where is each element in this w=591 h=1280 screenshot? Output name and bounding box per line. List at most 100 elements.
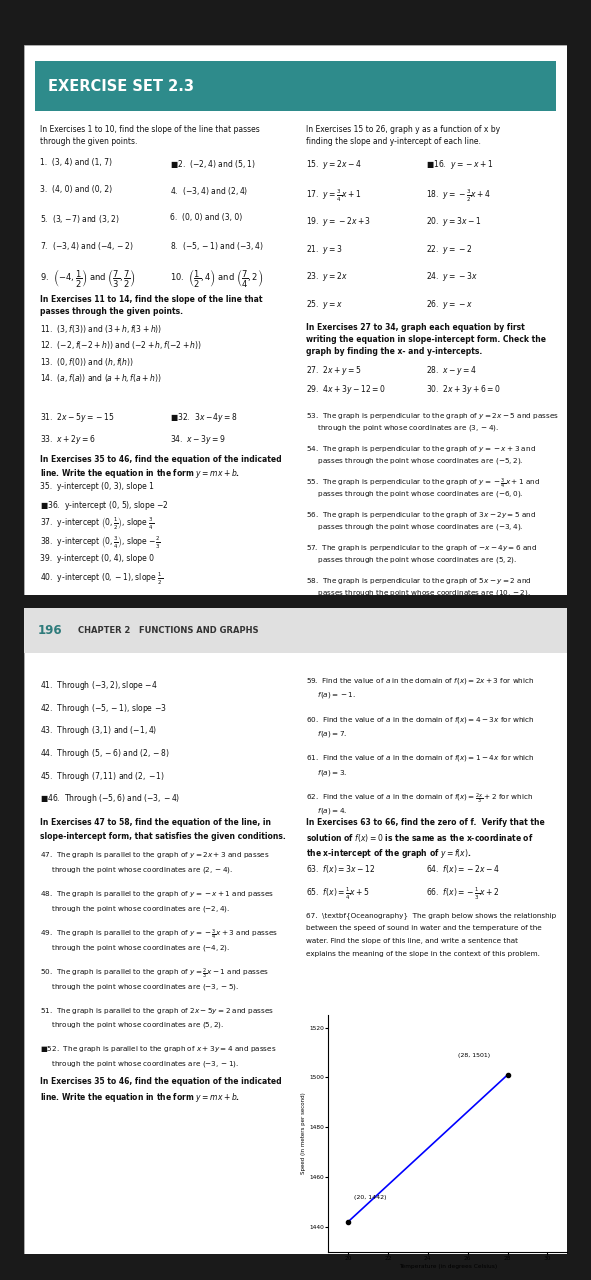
Text: solution of $f(x) = 0$ is the same as the x-coordinate of: solution of $f(x) = 0$ is the same as th… (306, 832, 534, 845)
Text: line. Write the equation in the form $y = mx + b$.: line. Write the equation in the form $y … (40, 1091, 240, 1103)
Text: In Exercises 63 to 66, find the zero of f.  Verify that the: In Exercises 63 to 66, find the zero of … (306, 818, 545, 827)
Text: 11.  $(3, f(3))$ and $(3 + h, f(3 + h))$: 11. $(3, f(3))$ and $(3 + h, f(3 + h))$ (40, 323, 163, 335)
Text: EXERCISE SET 2.3: EXERCISE SET 2.3 (48, 78, 194, 93)
Text: In Exercises 15 to 26, graph y as a function of x by: In Exercises 15 to 26, graph y as a func… (306, 124, 501, 133)
Text: 6.  (0, 0) and (3, 0): 6. (0, 0) and (3, 0) (170, 212, 243, 221)
Text: $\blacksquare$2.  $(-2, 4)$ and $(5, 1)$: $\blacksquare$2. $(-2, 4)$ and $(5, 1)$ (170, 157, 256, 170)
Text: 5.  (3, $-$7) and (3, 2): 5. (3, $-$7) and (3, 2) (40, 212, 120, 225)
Text: 18.  $y = -\frac{3}{2}x + 4$: 18. $y = -\frac{3}{2}x + 4$ (426, 188, 491, 204)
FancyBboxPatch shape (24, 608, 567, 1254)
Text: graph by finding the x- and y-intercepts.: graph by finding the x- and y-intercepts… (306, 347, 483, 356)
Text: 58.  The graph is perpendicular to the graph of $5x - y = 2$ and: 58. The graph is perpendicular to the gr… (306, 576, 532, 586)
Text: 10.  $\left(\dfrac{1}{2}, 4\right)$ and $\left(\dfrac{7}{4}, 2\right)$: 10. $\left(\dfrac{1}{2}, 4\right)$ and $… (170, 268, 264, 289)
Text: 12.  $(-2, f(-2 + h))$ and $(-2 + h, f(-2 + h))$: 12. $(-2, f(-2 + h))$ and $(-2 + h, f(-2… (40, 339, 202, 351)
Text: 42.  Through $(-5, -1)$, slope $-3$: 42. Through $(-5, -1)$, slope $-3$ (40, 701, 167, 714)
Y-axis label: Speed (in meters per second): Speed (in meters per second) (301, 1093, 306, 1174)
Text: (28, 1501): (28, 1501) (457, 1053, 490, 1059)
Text: 22.  $y = -2$: 22. $y = -2$ (426, 243, 472, 256)
Text: $\blacksquare$52.  The graph is parallel to the graph of $x + 3y = 4$ and passes: $\blacksquare$52. The graph is parallel … (40, 1044, 277, 1055)
Text: through the given points.: through the given points. (40, 137, 137, 146)
Text: 38.  y-intercept $\left(0, \frac{3}{4}\right)$, slope $-\frac{2}{3}$: 38. y-intercept $\left(0, \frac{3}{4}\ri… (40, 535, 161, 550)
Text: 17.  $y = \frac{3}{4}x + 1$: 17. $y = \frac{3}{4}x + 1$ (306, 188, 362, 204)
Text: water. Find the slope of this line, and write a sentence that: water. Find the slope of this line, and … (306, 938, 518, 943)
Text: In Exercises 11 to 14, find the slope of the line that: In Exercises 11 to 14, find the slope of… (40, 296, 262, 305)
Text: 13.  $(0, f(0))$ and $(h, f(h))$: 13. $(0, f(0))$ and $(h, f(h))$ (40, 356, 134, 367)
Text: 19.  $y = -2x + 3$: 19. $y = -2x + 3$ (306, 215, 372, 228)
Text: 29.  $4x + 3y - 12 = 0$: 29. $4x + 3y - 12 = 0$ (306, 383, 386, 397)
Text: 55.  The graph is perpendicular to the graph of $y = -\frac{3}{4}x + 1$ and: 55. The graph is perpendicular to the gr… (306, 477, 541, 492)
Text: explains the meaning of the slope in the context of this problem.: explains the meaning of the slope in the… (306, 951, 540, 956)
Text: through the point whose coordinates are $(-3, -5)$.: through the point whose coordinates are … (40, 982, 239, 992)
Text: 31.  $2x - 5y = -15$: 31. $2x - 5y = -15$ (40, 411, 115, 424)
Text: 54.  The graph is perpendicular to the graph of $y = -x + 3$ and: 54. The graph is perpendicular to the gr… (306, 444, 537, 454)
Text: 56.  The graph is perpendicular to the graph of $3x - 2y = 5$ and: 56. The graph is perpendicular to the gr… (306, 509, 537, 520)
Text: In Exercises 47 to 58, find the equation of the line, in: In Exercises 47 to 58, find the equation… (40, 818, 271, 827)
Text: finding the slope and y-intercept of each line.: finding the slope and y-intercept of eac… (306, 137, 481, 146)
Text: In Exercises 35 to 46, find the equation of the indicated: In Exercises 35 to 46, find the equation… (40, 1076, 281, 1085)
Text: In Exercises 1 to 10, find the slope of the line that passes: In Exercises 1 to 10, find the slope of … (40, 124, 259, 133)
Text: 21.  $y = 3$: 21. $y = 3$ (306, 243, 343, 256)
Text: 63.  $f(x) = 3x - 12$: 63. $f(x) = 3x - 12$ (306, 863, 375, 876)
Text: line. Write the equation in the form $y = mx + b$.: line. Write the equation in the form $y … (40, 467, 240, 480)
Text: $f(a) = 3$.: $f(a) = 3$. (306, 768, 348, 778)
Text: $\blacksquare$32.  $3x - 4y = 8$: $\blacksquare$32. $3x - 4y = 8$ (170, 411, 238, 424)
Text: 27.  $2x + y = 5$: 27. $2x + y = 5$ (306, 364, 362, 378)
Text: 64.  $f(x) = -2x - 4$: 64. $f(x) = -2x - 4$ (426, 863, 500, 876)
Text: $\blacksquare$46.  Through $(-5, 6)$ and $(-3, -4)$: $\blacksquare$46. Through $(-5, 6)$ and … (40, 792, 180, 805)
Text: 53.  The graph is perpendicular to the graph of $y = 2x - 5$ and passes: 53. The graph is perpendicular to the gr… (306, 411, 560, 421)
Text: 62.  Find the value of $a$ in the domain of $f(x) = \frac{2x}{3} + 2$ for which: 62. Find the value of $a$ in the domain … (306, 792, 534, 806)
Text: through the point whose coordinates are $(-4, 2)$.: through the point whose coordinates are … (40, 943, 230, 952)
Text: 45.  Through $(7, 11)$ and $(2, -1)$: 45. Through $(7, 11)$ and $(2, -1)$ (40, 769, 165, 782)
Text: through the point whose coordinates are $(-2, 4)$.: through the point whose coordinates are … (40, 904, 230, 914)
Text: 9.  $\left(-4, \dfrac{1}{2}\right)$ and $\left(\dfrac{7}{3}, \dfrac{7}{2}\right): 9. $\left(-4, \dfrac{1}{2}\right)$ and $… (40, 268, 136, 289)
Text: 51.  The graph is parallel to the graph of $2x - 5y = 2$ and passes: 51. The graph is parallel to the graph o… (40, 1006, 274, 1015)
Text: 65.  $f(x) = \frac{1}{4}x + 5$: 65. $f(x) = \frac{1}{4}x + 5$ (306, 886, 371, 902)
Text: 26.  $y = -x$: 26. $y = -x$ (426, 298, 473, 311)
Text: $f(a) = -1$.: $f(a) = -1$. (306, 690, 356, 700)
Text: $\blacksquare$36.  y-intercept (0, 5), slope $-2$: $\blacksquare$36. y-intercept (0, 5), sl… (40, 499, 169, 512)
Text: 7.  $(-3, 4)$ and $(-4, -2)$: 7. $(-3, 4)$ and $(-4, -2)$ (40, 241, 134, 252)
Text: passes through the point whose coordinates are $(-5, 2)$.: passes through the point whose coordinat… (306, 456, 524, 466)
Text: through the point whose coordinates are $(-3, -1)$.: through the point whose coordinates are … (40, 1059, 239, 1069)
Text: 60.  Find the value of $a$ in the domain of $f(x) = 4 - 3x$ for which: 60. Find the value of $a$ in the domain … (306, 714, 535, 724)
Text: $\blacksquare$16.  $y = -x + 1$: $\blacksquare$16. $y = -x + 1$ (426, 157, 493, 170)
Text: 4.  $(-3, 4)$ and $(2, 4)$: 4. $(-3, 4)$ and $(2, 4)$ (170, 186, 249, 197)
Text: 39.  y-intercept (0, 4), slope 0: 39. y-intercept (0, 4), slope 0 (40, 554, 154, 563)
Text: passes through the point whose coordinates are $(5, 2)$.: passes through the point whose coordinat… (306, 556, 518, 564)
Text: 61.  Find the value of $a$ in the domain of $f(x) = 1 - 4x$ for which: 61. Find the value of $a$ in the domain … (306, 754, 535, 763)
X-axis label: Temperature (in degrees Celsius): Temperature (in degrees Celsius) (398, 1263, 497, 1268)
Text: 37.  y-intercept $\left(0, \frac{1}{2}\right)$, slope $\frac{3}{4}$: 37. y-intercept $\left(0, \frac{1}{2}\ri… (40, 516, 154, 531)
Text: between the speed of sound in water and the temperature of the: between the speed of sound in water and … (306, 924, 542, 931)
Text: through the point whose coordinates are $(3, -4)$.: through the point whose coordinates are … (306, 422, 499, 433)
Text: 30.  $2x + 3y + 6 = 0$: 30. $2x + 3y + 6 = 0$ (426, 383, 501, 397)
Text: 59.  Find the value of $a$ in the domain of $f(x) = 2x + 3$ for which: 59. Find the value of $a$ in the domain … (306, 676, 535, 686)
Text: the x-intercept of the graph of $y = f(x)$.: the x-intercept of the graph of $y = f(x… (306, 846, 472, 860)
Text: passes through the point whose coordinates are $(-3, 4)$.: passes through the point whose coordinat… (306, 522, 524, 532)
Text: 44.  Through $(5, -6)$ and $(2, -8)$: 44. Through $(5, -6)$ and $(2, -8)$ (40, 748, 170, 760)
FancyBboxPatch shape (34, 61, 557, 111)
Text: 50.  The graph is parallel to the graph of $y = \frac{2}{3}x - 1$ and passes: 50. The graph is parallel to the graph o… (40, 966, 269, 980)
Text: 196: 196 (37, 625, 62, 637)
Text: 8.  $(-5, -1)$ and $(-3, 4)$: 8. $(-5, -1)$ and $(-3, 4)$ (170, 241, 264, 252)
Text: In Exercises 35 to 46, find the equation of the indicated: In Exercises 35 to 46, find the equation… (40, 454, 281, 463)
Text: 40.  y-intercept $(0, -1)$, slope $\frac{1}{2}$: 40. y-intercept $(0, -1)$, slope $\frac{… (40, 571, 163, 586)
Text: 47.  The graph is parallel to the graph of $y = 2x + 3$ and passes: 47. The graph is parallel to the graph o… (40, 850, 269, 860)
Text: 57.  The graph is perpendicular to the graph of $-x - 4y = 6$ and: 57. The graph is perpendicular to the gr… (306, 543, 538, 553)
Text: 14.  $(a, f(a))$ and $(a + h, f(a + h))$: 14. $(a, f(a))$ and $(a + h, f(a + h))$ (40, 372, 161, 384)
Text: writing the equation in slope-intercept form. Check the: writing the equation in slope-intercept … (306, 335, 546, 344)
Text: 43.  Through $(3, 1)$ and $(-1, 4)$: 43. Through $(3, 1)$ and $(-1, 4)$ (40, 724, 157, 737)
Text: 3.  (4, 0) and (0, 2): 3. (4, 0) and (0, 2) (40, 186, 112, 195)
Text: slope-intercept form, that satisfies the given conditions.: slope-intercept form, that satisfies the… (40, 832, 285, 841)
Text: passes through the given points.: passes through the given points. (40, 307, 183, 316)
FancyBboxPatch shape (24, 608, 567, 653)
Text: $f(a) = 4$.: $f(a) = 4$. (306, 806, 348, 817)
Text: (20, 1442): (20, 1442) (354, 1196, 387, 1201)
Text: 66.  $f(x) = -\frac{1}{3}x + 2$: 66. $f(x) = -\frac{1}{3}x + 2$ (426, 886, 499, 902)
Text: CHAPTER 2   FUNCTIONS AND GRAPHS: CHAPTER 2 FUNCTIONS AND GRAPHS (78, 626, 258, 635)
Text: through the point whose coordinates are $(5, 2)$.: through the point whose coordinates are … (40, 1020, 224, 1030)
Text: 35.  y-intercept (0, 3), slope 1: 35. y-intercept (0, 3), slope 1 (40, 483, 154, 492)
Text: passes through the point whose coordinates are $(10, -2)$.: passes through the point whose coordinat… (306, 588, 531, 598)
Text: 20.  $y = 3x - 1$: 20. $y = 3x - 1$ (426, 215, 482, 228)
Text: 41.  Through $(-3, 2)$, slope $-4$: 41. Through $(-3, 2)$, slope $-4$ (40, 680, 157, 692)
Text: 24.  $y = -3x$: 24. $y = -3x$ (426, 270, 478, 283)
